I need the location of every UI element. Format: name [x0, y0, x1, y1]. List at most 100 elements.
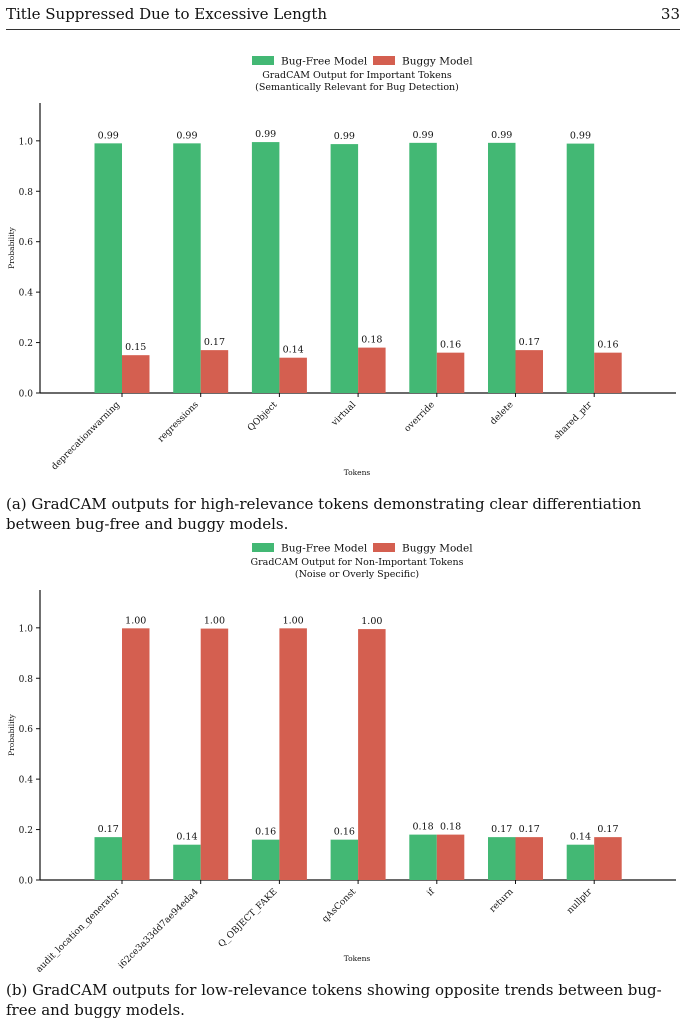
data-label-buggy-6: 0.16 — [597, 340, 618, 351]
data-label-bug-free-4: 0.99 — [412, 130, 433, 141]
bar-bug-free-3 — [330, 144, 359, 393]
bar-bug-free-4 — [409, 142, 437, 393]
data-label-buggy-0: 1.00 — [125, 615, 146, 626]
y-axis-label: Probability — [7, 226, 16, 268]
caption-a: (a) GradCAM outputs for high-relevance t… — [6, 495, 642, 533]
chart-subtitle: (Semantically Relevant for Bug Detection… — [255, 82, 459, 93]
bar-bug-free-1 — [173, 143, 201, 393]
bar-buggy-5 — [515, 350, 543, 393]
bar-buggy-0 — [122, 355, 150, 393]
x-tick-label-1: regressions — [156, 400, 201, 445]
y-tick-label-3: 0.6 — [19, 725, 34, 735]
legend-swatch-1 — [373, 543, 395, 552]
legend-label-0: Bug-Free Model — [281, 56, 368, 68]
data-label-bug-free-0: 0.99 — [98, 130, 119, 141]
bar-buggy-1 — [200, 628, 229, 880]
bar-bug-free-2 — [251, 839, 280, 880]
data-label-bug-free-2: 0.16 — [255, 827, 276, 838]
y-tick-label-1: 0.2 — [19, 339, 33, 349]
data-label-buggy-4: 0.16 — [440, 340, 461, 351]
x-tick-label-6: shared_ptr — [552, 400, 594, 442]
chart-non-important-tokens: Bug-Free Model Buggy Model GradCAM Output … — [7, 543, 676, 975]
x-tick-label-4: override — [403, 400, 437, 434]
bar-buggy-5 — [515, 837, 543, 880]
legend-label-1: Buggy Model — [402, 56, 473, 68]
data-label-bug-free-6: 0.14 — [570, 832, 591, 843]
bar-buggy-0 — [122, 628, 150, 880]
y-tick-label-1: 0.2 — [19, 826, 33, 836]
page-number: 33 — [660, 5, 680, 23]
data-label-buggy-1: 1.00 — [204, 616, 225, 627]
data-label-bug-free-6: 0.99 — [570, 131, 591, 142]
x-tick-label-2: Q_OBJECT_FAKE — [217, 887, 280, 950]
legend-swatch-0 — [252, 56, 274, 65]
data-label-bug-free-3: 0.99 — [334, 131, 355, 142]
bar-buggy-3 — [358, 629, 386, 880]
legend-label-1: Buggy Model — [402, 543, 473, 555]
bar-buggy-1 — [200, 350, 229, 393]
data-label-buggy-5: 0.17 — [519, 824, 540, 835]
y-tick-label-2: 0.4 — [19, 776, 34, 786]
bar-buggy-6 — [594, 352, 622, 393]
y-tick-label-2: 0.4 — [19, 289, 34, 299]
running-title: Title Suppressed Due to Excessive Length — [6, 5, 328, 23]
data-label-buggy-0: 0.15 — [125, 342, 146, 353]
data-label-buggy-4: 0.18 — [440, 822, 461, 833]
bar-bug-free-4 — [409, 834, 437, 880]
header-rule — [6, 29, 680, 30]
data-label-bug-free-2: 0.99 — [255, 129, 276, 140]
x-tick-label-3: qAsConst — [321, 887, 359, 925]
data-label-buggy-3: 1.00 — [361, 616, 382, 627]
bar-bug-free-1 — [173, 844, 201, 880]
bar-bug-free-2 — [251, 142, 280, 393]
bar-bug-free-5 — [488, 142, 516, 393]
data-label-bug-free-1: 0.14 — [176, 832, 197, 843]
y-tick-label-0: 0.0 — [19, 877, 34, 887]
bar-buggy-2 — [279, 628, 307, 880]
data-label-bug-free-5: 0.99 — [491, 130, 512, 141]
x-tick-label-4: if — [425, 887, 437, 899]
chart-subtitle: (Noise or Overly Specific) — [295, 569, 419, 580]
data-label-bug-free-5: 0.17 — [491, 824, 512, 835]
x-tick-label-5: delete — [489, 400, 516, 427]
data-label-bug-free-4: 0.18 — [412, 822, 433, 833]
data-label-buggy-2: 0.14 — [283, 345, 304, 356]
running-header: Title Suppressed Due to Excessive Length… — [6, 4, 680, 26]
bar-bug-free-6 — [566, 143, 595, 393]
bar-buggy-6 — [594, 837, 622, 880]
bar-buggy-4 — [436, 834, 465, 880]
data-label-buggy-6: 0.17 — [597, 824, 618, 835]
x-axis-label: Tokens — [344, 954, 371, 963]
chart-important-tokens: Bug-Free Model Buggy Model GradCAM Output … — [7, 56, 676, 477]
legend-label-0: Bug-Free Model — [281, 543, 368, 555]
data-label-bug-free-0: 0.17 — [98, 824, 119, 835]
y-tick-label-5: 1.0 — [19, 624, 34, 634]
chart-title: GradCAM Output for Important Tokens — [262, 70, 452, 81]
x-tick-label-3: virtual — [329, 400, 358, 429]
chart-title: GradCAM Output for Non-Important Tokens — [251, 557, 464, 568]
x-tick-label-0: deprecationwarning — [50, 400, 122, 472]
x-tick-label-5: return — [488, 887, 516, 915]
data-label-buggy-5: 0.17 — [519, 337, 540, 348]
data-label-bug-free-3: 0.16 — [334, 827, 355, 838]
y-tick-label-5: 1.0 — [19, 137, 34, 147]
y-tick-label-3: 0.6 — [19, 238, 34, 248]
x-axis-label: Tokens — [344, 468, 371, 477]
x-tick-label-0: audit_location_generator — [34, 887, 122, 975]
x-tick-label-1: i62ce3a33dd7ae94eda4 — [117, 887, 201, 971]
legend-swatch-1 — [373, 56, 395, 65]
data-label-buggy-3: 0.18 — [361, 335, 382, 346]
bar-buggy-2 — [279, 357, 307, 393]
x-tick-label-6: nullptr — [565, 887, 595, 917]
legend-swatch-0 — [252, 543, 274, 552]
y-tick-label-0: 0.0 — [19, 390, 34, 400]
bar-bug-free-6 — [566, 844, 595, 880]
bar-bug-free-0 — [94, 143, 122, 393]
bar-bug-free-0 — [94, 837, 122, 880]
y-tick-label-4: 0.8 — [19, 675, 34, 685]
data-label-buggy-2: 1.00 — [283, 615, 304, 626]
y-axis-label: Probability — [7, 713, 16, 755]
caption-b: (b) GradCAM outputs for low-relevance to… — [6, 981, 662, 1019]
bar-buggy-3 — [358, 347, 386, 393]
bar-buggy-4 — [436, 352, 465, 393]
